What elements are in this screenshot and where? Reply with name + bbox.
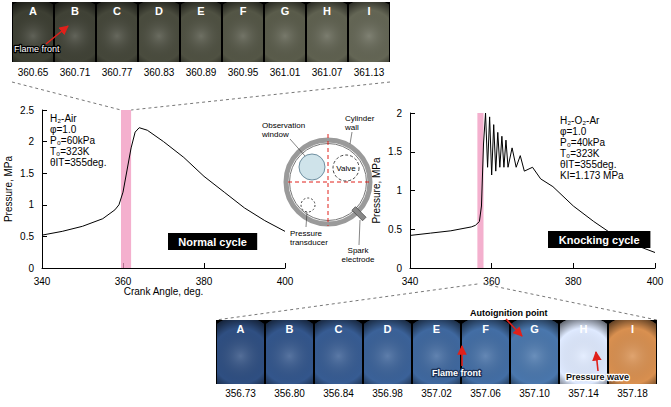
svg-text:D: D xyxy=(384,323,392,335)
svg-text:F: F xyxy=(482,323,489,335)
svg-text:θIT=355deg.: θIT=355deg. xyxy=(560,159,616,170)
svg-text:G: G xyxy=(281,5,290,17)
svg-text:360.77: 360.77 xyxy=(102,67,133,78)
svg-text:Normal cycle: Normal cycle xyxy=(178,236,246,248)
svg-text:1.5: 1.5 xyxy=(388,146,402,157)
svg-text:357.18: 357.18 xyxy=(617,388,648,399)
svg-text:H: H xyxy=(580,323,588,335)
svg-text:B: B xyxy=(71,5,79,17)
svg-text:0.5: 0.5 xyxy=(388,224,402,235)
svg-text:φ=1.0: φ=1.0 xyxy=(50,124,77,135)
svg-text:G: G xyxy=(530,323,539,335)
svg-text:361.13: 361.13 xyxy=(354,67,385,78)
svg-text:356.80: 356.80 xyxy=(274,388,305,399)
svg-text:356.98: 356.98 xyxy=(372,388,403,399)
svg-text:340: 340 xyxy=(34,276,51,287)
svg-text:356.84: 356.84 xyxy=(323,388,354,399)
svg-text:T₀=323K: T₀=323K xyxy=(560,148,600,159)
svg-text:Flame front: Flame front xyxy=(432,368,481,378)
svg-text:340: 340 xyxy=(402,276,419,287)
svg-text:KI=1.173 MPa: KI=1.173 MPa xyxy=(560,170,624,181)
svg-text:1: 1 xyxy=(396,185,402,196)
svg-text:357.02: 357.02 xyxy=(421,388,452,399)
svg-text:E: E xyxy=(433,323,440,335)
svg-text:360.89: 360.89 xyxy=(186,67,217,78)
svg-text:400: 400 xyxy=(647,276,664,287)
svg-text:2: 2 xyxy=(28,136,34,147)
svg-text:360: 360 xyxy=(115,276,132,287)
svg-text:D: D xyxy=(155,5,163,17)
svg-text:2: 2 xyxy=(396,108,402,119)
svg-text:wall: wall xyxy=(344,123,359,132)
svg-text:A: A xyxy=(237,323,245,335)
svg-text:I: I xyxy=(631,323,634,335)
svg-text:φ=1.0: φ=1.0 xyxy=(560,126,587,137)
svg-text:Cylinder: Cylinder xyxy=(345,114,375,123)
svg-text:C: C xyxy=(113,5,121,17)
svg-text:Crank Angle, deg.: Crank Angle, deg. xyxy=(124,286,204,297)
svg-text:360.65: 360.65 xyxy=(18,67,49,78)
svg-text:Pressure: Pressure xyxy=(290,229,323,238)
svg-text:0: 0 xyxy=(396,263,402,274)
svg-text:Autoignition point: Autoignition point xyxy=(470,308,547,318)
svg-text:Pressure, MPa: Pressure, MPa xyxy=(3,155,14,222)
svg-text:E: E xyxy=(197,5,204,17)
svg-text:Flame front: Flame front xyxy=(14,44,60,54)
svg-text:357.10: 357.10 xyxy=(519,388,550,399)
svg-text:I: I xyxy=(367,5,370,17)
svg-text:T₀=323K: T₀=323K xyxy=(50,146,90,157)
svg-text:Observation: Observation xyxy=(262,121,305,130)
svg-text:400: 400 xyxy=(277,276,294,287)
svg-text:360.95: 360.95 xyxy=(228,67,259,78)
svg-text:Pressure, MPa: Pressure, MPa xyxy=(371,157,382,224)
svg-text:H₂-Air: H₂-Air xyxy=(50,113,77,124)
svg-text:Pressure wave: Pressure wave xyxy=(566,372,629,382)
svg-text:1.5: 1.5 xyxy=(20,168,34,179)
svg-text:θIT=355deg.: θIT=355deg. xyxy=(50,157,106,168)
svg-text:H₂-O₂-Ar: H₂-O₂-Ar xyxy=(560,115,600,126)
svg-text:2.5: 2.5 xyxy=(20,105,34,116)
svg-text:B: B xyxy=(286,323,294,335)
svg-text:window: window xyxy=(261,130,289,139)
svg-text:A: A xyxy=(29,5,37,17)
svg-text:0: 0 xyxy=(28,263,34,274)
svg-text:transducer: transducer xyxy=(290,238,328,247)
svg-text:Valve: Valve xyxy=(336,164,356,173)
svg-text:360: 360 xyxy=(483,276,500,287)
svg-text:380: 380 xyxy=(196,276,213,287)
svg-text:360.71: 360.71 xyxy=(60,67,91,78)
svg-text:357.06: 357.06 xyxy=(470,388,501,399)
svg-text:380: 380 xyxy=(565,276,582,287)
svg-text:0.5: 0.5 xyxy=(20,231,34,242)
svg-text:361.01: 361.01 xyxy=(270,67,301,78)
svg-text:electrode: electrode xyxy=(342,255,375,264)
svg-text:C: C xyxy=(335,323,343,335)
svg-text:H: H xyxy=(323,5,331,17)
svg-text:360.83: 360.83 xyxy=(144,67,175,78)
svg-text:361.07: 361.07 xyxy=(312,67,343,78)
svg-text:357.14: 357.14 xyxy=(568,388,599,399)
svg-text:P₀=40kPa: P₀=40kPa xyxy=(560,137,605,148)
svg-text:356.73: 356.73 xyxy=(225,388,256,399)
svg-text:P₀=60kPa: P₀=60kPa xyxy=(50,135,95,146)
svg-text:1: 1 xyxy=(28,199,34,210)
svg-text:Knocking cycle: Knocking cycle xyxy=(559,234,640,246)
svg-text:Spark: Spark xyxy=(348,246,370,255)
svg-text:F: F xyxy=(240,5,247,17)
